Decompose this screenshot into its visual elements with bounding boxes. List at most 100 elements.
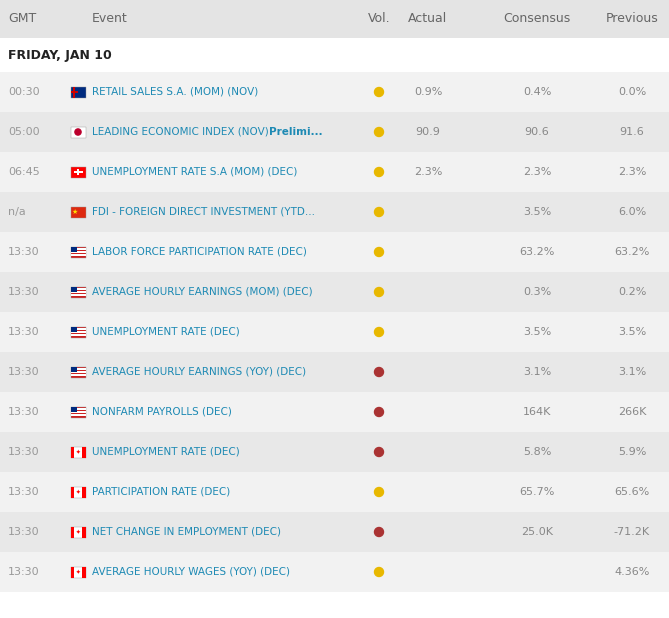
Text: FRIDAY, JAN 10: FRIDAY, JAN 10	[8, 48, 112, 62]
Text: 0.3%: 0.3%	[523, 287, 551, 297]
FancyBboxPatch shape	[70, 486, 74, 497]
Circle shape	[375, 167, 383, 177]
Text: 90.6: 90.6	[524, 127, 549, 137]
FancyBboxPatch shape	[70, 247, 76, 252]
Text: RETAIL SALES S.A. (MOM) (NOV): RETAIL SALES S.A. (MOM) (NOV)	[92, 87, 258, 97]
Circle shape	[375, 407, 383, 417]
Text: AVERAGE HOURLY EARNINGS (YOY) (DEC): AVERAGE HOURLY EARNINGS (YOY) (DEC)	[92, 367, 306, 377]
Text: LABOR FORCE PARTICIPATION RATE (DEC): LABOR FORCE PARTICIPATION RATE (DEC)	[92, 247, 307, 257]
FancyBboxPatch shape	[82, 567, 86, 577]
Text: 5.8%: 5.8%	[522, 447, 551, 457]
FancyBboxPatch shape	[70, 255, 86, 256]
Text: Prelimi...: Prelimi...	[269, 127, 322, 137]
FancyBboxPatch shape	[70, 326, 86, 337]
FancyBboxPatch shape	[74, 87, 75, 98]
Circle shape	[375, 287, 383, 297]
FancyBboxPatch shape	[70, 407, 86, 418]
Text: Previous: Previous	[605, 12, 658, 25]
FancyBboxPatch shape	[70, 91, 78, 93]
Text: ✦: ✦	[76, 570, 80, 575]
FancyBboxPatch shape	[70, 251, 86, 253]
Text: 05:00: 05:00	[8, 127, 39, 137]
Circle shape	[75, 129, 81, 135]
FancyBboxPatch shape	[0, 152, 669, 192]
FancyBboxPatch shape	[70, 287, 86, 297]
Text: ✦: ✦	[76, 449, 80, 454]
FancyBboxPatch shape	[70, 287, 76, 292]
Text: NET CHANGE IN EMPLOYMENT (DEC): NET CHANGE IN EMPLOYMENT (DEC)	[92, 527, 281, 537]
FancyBboxPatch shape	[70, 328, 86, 329]
Text: 3.5%: 3.5%	[523, 207, 551, 217]
FancyBboxPatch shape	[0, 472, 669, 512]
FancyBboxPatch shape	[70, 206, 86, 218]
Text: 63.2%: 63.2%	[519, 247, 555, 257]
FancyBboxPatch shape	[70, 375, 86, 376]
FancyBboxPatch shape	[70, 486, 86, 497]
Text: 13:30: 13:30	[8, 247, 39, 257]
Text: 3.1%: 3.1%	[618, 367, 646, 377]
FancyBboxPatch shape	[82, 446, 86, 457]
FancyBboxPatch shape	[70, 368, 86, 370]
FancyBboxPatch shape	[70, 411, 86, 413]
Text: NONFARM PAYROLLS (DEC): NONFARM PAYROLLS (DEC)	[92, 407, 232, 417]
FancyBboxPatch shape	[0, 432, 669, 472]
Text: 13:30: 13:30	[8, 327, 39, 337]
FancyBboxPatch shape	[70, 334, 86, 336]
Text: 13:30: 13:30	[8, 567, 39, 577]
FancyBboxPatch shape	[70, 294, 86, 296]
Text: UNEMPLOYMENT RATE (DEC): UNEMPLOYMENT RATE (DEC)	[92, 327, 240, 337]
Text: 00:30: 00:30	[8, 87, 39, 97]
Text: 3.5%: 3.5%	[618, 327, 646, 337]
Circle shape	[375, 528, 383, 536]
Text: 25.0K: 25.0K	[521, 527, 553, 537]
FancyBboxPatch shape	[70, 408, 86, 410]
FancyBboxPatch shape	[70, 166, 86, 177]
Text: Event: Event	[92, 12, 128, 25]
Text: 164K: 164K	[522, 407, 551, 417]
Text: ✦: ✦	[76, 530, 80, 535]
FancyBboxPatch shape	[70, 127, 86, 137]
FancyBboxPatch shape	[0, 312, 669, 352]
Text: FDI - FOREIGN DIRECT INVESTMENT (YTD...: FDI - FOREIGN DIRECT INVESTMENT (YTD...	[92, 207, 315, 217]
FancyBboxPatch shape	[82, 486, 86, 497]
FancyBboxPatch shape	[70, 567, 86, 577]
Text: 13:30: 13:30	[8, 407, 39, 417]
Text: 13:30: 13:30	[8, 367, 39, 377]
FancyBboxPatch shape	[0, 0, 669, 38]
FancyBboxPatch shape	[70, 288, 86, 290]
FancyBboxPatch shape	[0, 392, 669, 432]
FancyBboxPatch shape	[0, 232, 669, 272]
Text: 266K: 266K	[617, 407, 646, 417]
Circle shape	[375, 247, 383, 256]
Text: 3.1%: 3.1%	[523, 367, 551, 377]
Text: ✦: ✦	[76, 489, 80, 494]
FancyBboxPatch shape	[70, 291, 86, 293]
Text: 13:30: 13:30	[8, 287, 39, 297]
Text: 0.0%: 0.0%	[618, 87, 646, 97]
Text: 0.2%: 0.2%	[617, 287, 646, 297]
FancyBboxPatch shape	[0, 352, 669, 392]
Circle shape	[375, 567, 383, 577]
FancyBboxPatch shape	[70, 527, 74, 538]
FancyBboxPatch shape	[70, 371, 86, 373]
Circle shape	[375, 88, 383, 96]
FancyBboxPatch shape	[0, 112, 669, 152]
Text: GMT: GMT	[8, 12, 36, 25]
FancyBboxPatch shape	[70, 366, 86, 378]
Text: 5.9%: 5.9%	[617, 447, 646, 457]
Text: AVERAGE HOURLY EARNINGS (MOM) (DEC): AVERAGE HOURLY EARNINGS (MOM) (DEC)	[92, 287, 312, 297]
FancyBboxPatch shape	[70, 331, 86, 332]
Circle shape	[375, 208, 383, 216]
Circle shape	[375, 447, 383, 457]
Text: 13:30: 13:30	[8, 527, 39, 537]
Circle shape	[375, 328, 383, 336]
Text: 2.3%: 2.3%	[414, 167, 442, 177]
FancyBboxPatch shape	[77, 169, 79, 176]
Text: AVERAGE HOURLY WAGES (YOY) (DEC): AVERAGE HOURLY WAGES (YOY) (DEC)	[92, 567, 290, 577]
Text: Actual: Actual	[408, 12, 448, 25]
Text: -71.2K: -71.2K	[614, 527, 650, 537]
FancyBboxPatch shape	[70, 326, 76, 332]
Text: 13:30: 13:30	[8, 447, 39, 457]
Text: 63.2%: 63.2%	[614, 247, 650, 257]
FancyBboxPatch shape	[70, 247, 86, 258]
